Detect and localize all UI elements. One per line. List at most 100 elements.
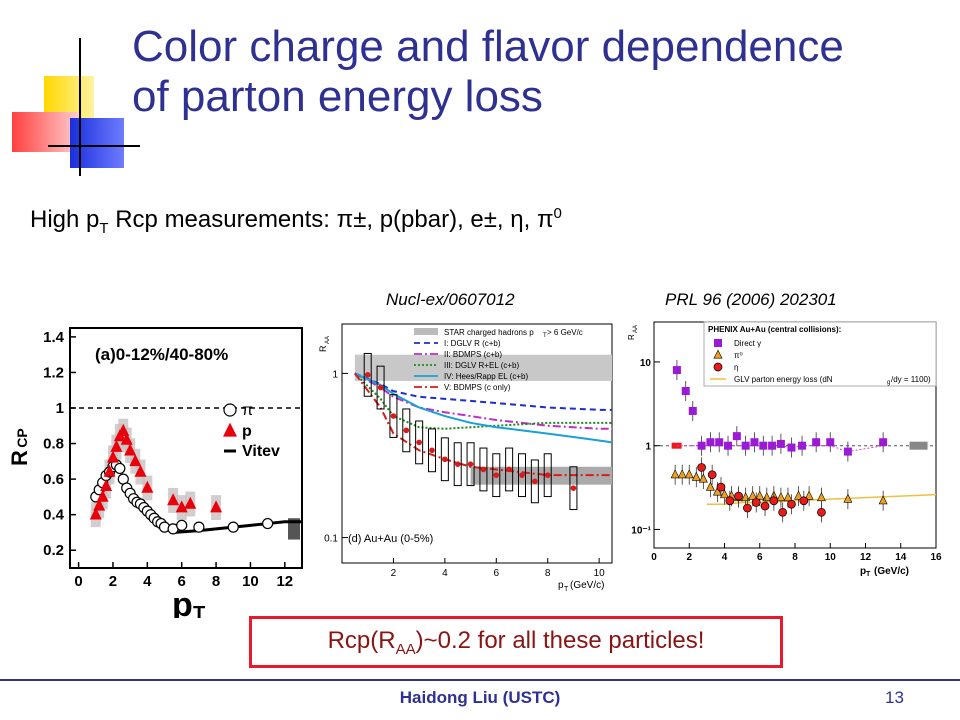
sys-box (479, 447, 488, 492)
legend-label: I: DGLV R (c+b) (444, 339, 501, 348)
norm-box (288, 518, 300, 540)
proton-point (106, 450, 119, 463)
data-point (467, 461, 474, 467)
proton-point (167, 493, 180, 506)
sys-box (376, 365, 385, 410)
y-tick-label: 1.4 (43, 329, 65, 346)
y-tick-label: 1 (56, 400, 64, 417)
legend-swatch (713, 349, 723, 359)
x-tick-label: 2 (391, 568, 397, 579)
data-point (672, 366, 681, 375)
data-point (416, 439, 422, 446)
data-point (734, 491, 743, 501)
proton-point (134, 464, 147, 477)
data-point (787, 499, 796, 509)
data-point (816, 492, 826, 502)
data-point (715, 438, 724, 447)
y-axis-label-sub: AA (633, 325, 639, 333)
x-tick-label: 4 (722, 552, 728, 563)
x-tick-label: 10 (242, 573, 259, 590)
x-axis-label-sub: T (193, 603, 205, 618)
proton-point (117, 423, 130, 436)
data-point (817, 507, 826, 517)
x-tick-label: 6 (178, 573, 186, 590)
sys-box (389, 394, 398, 438)
x-axis-label: p (860, 566, 866, 577)
subtitle-line: High pT Rcp measurements: π±, p(pbar), e… (30, 205, 562, 237)
data-point (390, 413, 397, 419)
y-tick-label: 1.2 (43, 364, 64, 381)
footer-divider (0, 679, 960, 681)
data-point (743, 503, 752, 513)
legend-swatch (714, 339, 722, 347)
legend-pion-marker (223, 403, 237, 417)
data-point (878, 495, 888, 505)
legend-title: PHENIX Au+Au (central collisions): (708, 325, 841, 334)
x-tick-label: 10 (825, 552, 837, 563)
proton-point (110, 439, 123, 452)
data-point (544, 472, 551, 478)
data-point (812, 438, 821, 447)
legend-label-sub: T (543, 333, 547, 339)
data-point (677, 469, 687, 479)
ref-right: PRL 96 (2006) 202301 (665, 290, 837, 309)
y-axis-label: R (318, 345, 328, 352)
data-point (748, 490, 758, 500)
sys-box (505, 447, 514, 492)
proton-point (141, 480, 154, 493)
proton-point (129, 454, 142, 467)
corner-logo (12, 38, 140, 176)
legend-pion-label: π (242, 402, 253, 419)
x-tick-label: 0 (651, 552, 657, 563)
y-axis-label: R (7, 450, 32, 466)
data-point (741, 441, 750, 450)
pion-point (193, 521, 205, 533)
data-point (776, 492, 786, 502)
legend-label: STAR charged hadrons p (444, 328, 534, 337)
callout-prefix: Rcp(R (327, 627, 396, 654)
data-point (759, 441, 768, 450)
pion-point (114, 462, 126, 475)
legend-label: GLV parton energy loss (dN (734, 375, 833, 384)
y-tick-label: 0.8 (43, 436, 64, 453)
data-point (760, 501, 770, 511)
sys-box (428, 428, 436, 473)
data-point (480, 466, 487, 473)
sys-box (453, 442, 462, 487)
data-point (429, 447, 435, 454)
data-point (776, 439, 785, 448)
proton-point (124, 443, 137, 456)
x-tick-label: 10 (594, 568, 606, 579)
panel-label: (d) Au+Au (0-5%) (348, 533, 433, 545)
subtitle-sub: T (99, 219, 109, 237)
x-tick-label: 8 (545, 568, 551, 579)
data-point (732, 432, 741, 441)
legend-label: Direct γ (734, 339, 761, 348)
x-axis-label-unit: (GeV/c) (874, 566, 909, 577)
legend-vitev-label: Vitev (242, 443, 280, 460)
legend-label-rest: /dy = 1100) (891, 375, 931, 384)
x-axis-label-sub: T (866, 571, 871, 578)
data-point (798, 441, 807, 450)
proton-point (184, 496, 197, 509)
legend-label-rest: > 6 GeV/c (547, 328, 583, 337)
legend-box (703, 321, 937, 387)
data-point (570, 485, 577, 491)
y-axis-label: R (627, 334, 636, 340)
data-point (787, 443, 796, 452)
data-point (688, 406, 697, 415)
pion-point (227, 521, 239, 533)
subtitle-sup: 0 (553, 205, 562, 222)
y-tick-label: 10 (640, 358, 652, 369)
callout-sub: AA (395, 640, 416, 658)
data-point (670, 469, 680, 479)
x-tick-label: 8 (792, 552, 798, 563)
sys-box (530, 459, 539, 504)
data-point (751, 498, 761, 507)
data-point (843, 493, 853, 503)
sys-box (402, 408, 411, 453)
x-tick-label: 6 (494, 568, 500, 579)
data-point (442, 456, 448, 463)
data-point (750, 438, 759, 447)
y-tick-label: 0.4 (43, 507, 65, 524)
